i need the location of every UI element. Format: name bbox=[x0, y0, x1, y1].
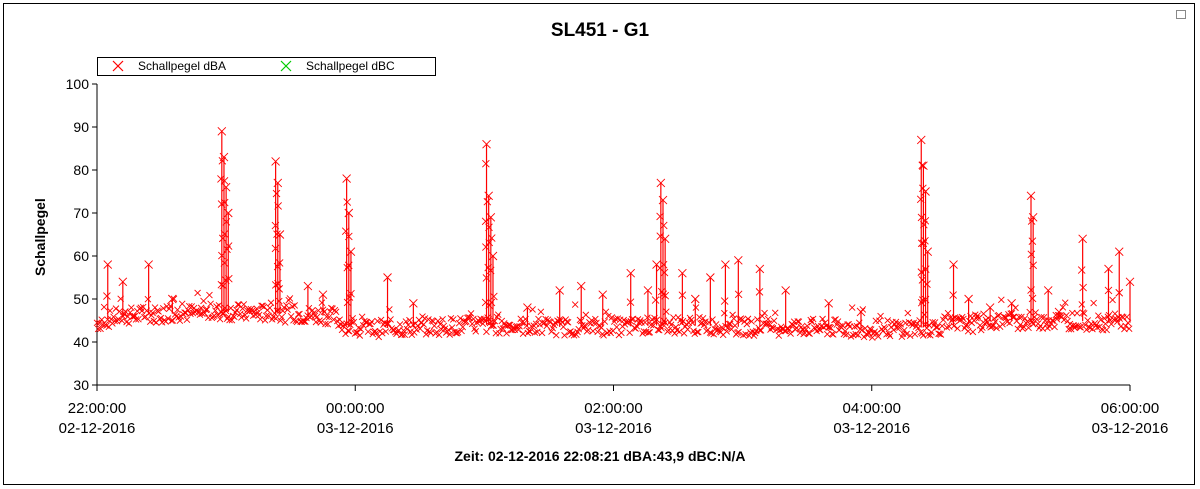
legend-label-dba: Schallpegel dBA bbox=[138, 59, 227, 73]
legend-item-dba: Schallpegel dBA bbox=[111, 59, 226, 73]
chart-window bbox=[3, 3, 1195, 485]
legend-marker-dba bbox=[112, 60, 124, 72]
chart-title: SL451 - G1 bbox=[550, 20, 650, 41]
chart-legend: Schallpegel dBA Schallpegel dBC bbox=[97, 57, 436, 76]
legend-item-dbc: Schallpegel dBC bbox=[279, 59, 395, 73]
y-axis-label: Schallpegel bbox=[32, 198, 48, 276]
legend-marker-dbc bbox=[280, 60, 292, 72]
window-close-box[interactable] bbox=[1176, 10, 1186, 19]
legend-label-dbc: Schallpegel dBC bbox=[306, 59, 395, 73]
cursor-status-readout: Zeit: 02-12-2016 22:08:21 dBA:43,9 dBC:N… bbox=[454, 448, 746, 464]
